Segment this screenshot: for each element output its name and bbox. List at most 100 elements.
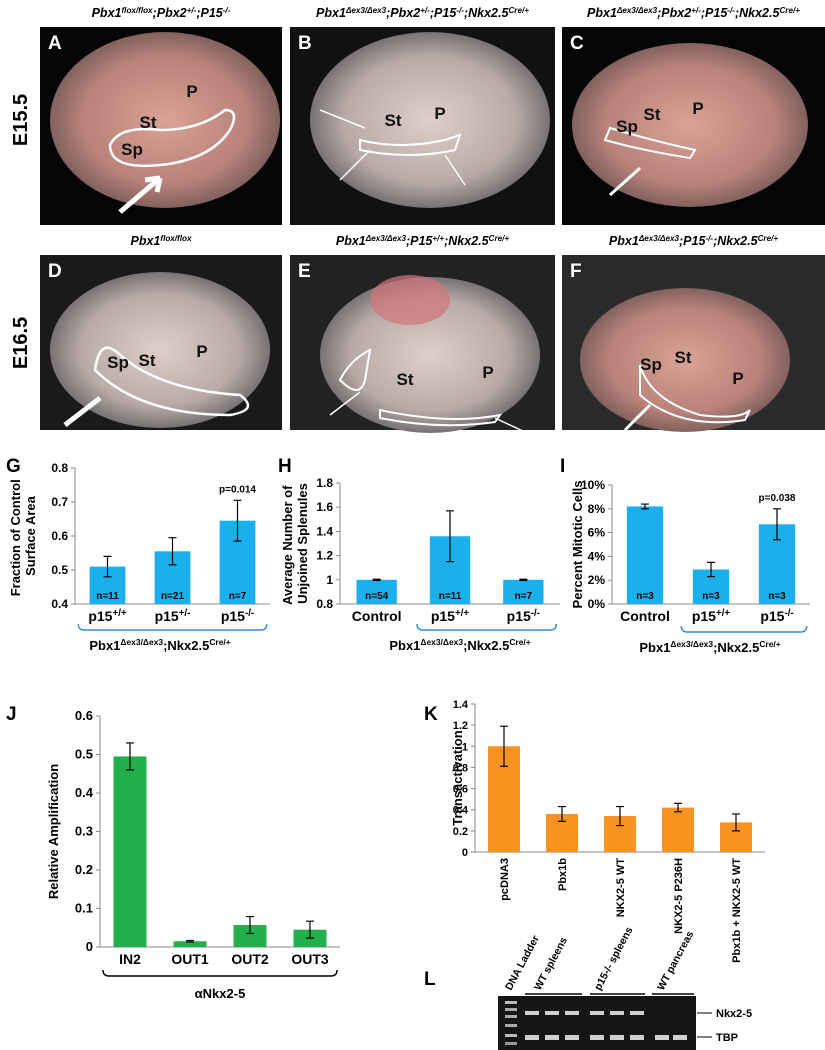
panel-title-part: ;P15 bbox=[430, 6, 457, 20]
y-tick-label: 0.8 bbox=[453, 762, 468, 774]
error-bar bbox=[707, 561, 715, 578]
group-label-part: Δex3/Δex3 bbox=[670, 639, 713, 649]
photo-label: St bbox=[397, 370, 414, 389]
bar bbox=[626, 506, 664, 604]
panel-title-part: Δex3/Δex3 bbox=[345, 6, 387, 15]
bar-label: n=54 bbox=[365, 591, 389, 602]
error-bar bbox=[616, 805, 624, 827]
bar bbox=[356, 579, 397, 604]
panel-title-part: flox/flox bbox=[160, 234, 192, 243]
y-tick-label: 1 bbox=[462, 741, 468, 753]
panel-title-part: ;Pbx2 bbox=[657, 6, 691, 20]
y-tick-label: 0.7 bbox=[51, 495, 68, 509]
error-bar bbox=[773, 508, 781, 541]
y-tick-label: 0.1 bbox=[75, 901, 93, 916]
row-label: E16.5 bbox=[10, 317, 32, 369]
panel-letter: L bbox=[424, 969, 436, 990]
panel-title: Pbx1Δex3/Δex3;Pbx2+/-;P15-/-;Nkx2.5Cre/+ bbox=[587, 6, 800, 21]
y-tick-label: 10% bbox=[581, 478, 605, 492]
x-tick-label: p15-/- bbox=[507, 608, 540, 625]
bar bbox=[233, 925, 267, 947]
panel-title-part: ;Pbx2 bbox=[153, 6, 187, 20]
panel-title-part: ;Nkx2.5 bbox=[444, 234, 490, 248]
y-tick-label: 0 bbox=[86, 939, 93, 954]
embryo bbox=[580, 288, 790, 432]
embryo bbox=[50, 272, 270, 428]
arrow bbox=[608, 166, 642, 197]
bar-label: n=3 bbox=[702, 591, 720, 602]
panel-letter: H bbox=[278, 456, 292, 477]
annotation: p=0.038 bbox=[759, 493, 796, 504]
panel-title-part: +/- bbox=[187, 6, 197, 15]
panel-letter: K bbox=[424, 704, 438, 725]
x-tick-label: OUT1 bbox=[171, 951, 209, 967]
x-tick-label: p15-/- bbox=[221, 608, 254, 625]
group-label-part: Pbx1 bbox=[639, 640, 670, 655]
embryo bbox=[572, 43, 808, 207]
panel-title-part: ;Nkx2.5 bbox=[735, 6, 781, 20]
y-axis-label: Average Number of Unjoined Splenules bbox=[280, 482, 310, 605]
panel-title-part: Cre/+ bbox=[758, 234, 779, 243]
panel-title-part: +/- bbox=[420, 6, 430, 15]
arrow bbox=[623, 403, 652, 432]
x-tick-label: NKX2-5 P236H bbox=[673, 858, 685, 934]
panel-title-part: ;P15 bbox=[701, 6, 728, 20]
photo-label: Sp bbox=[107, 353, 129, 372]
panel-title-part: Pbx1 bbox=[316, 6, 346, 20]
panel-letter: C bbox=[570, 33, 584, 54]
bar bbox=[662, 807, 694, 852]
bar bbox=[173, 941, 207, 947]
panel-title-part: Pbx1 bbox=[92, 6, 122, 20]
panel-title: Pbx1flox/flox bbox=[131, 234, 192, 249]
y-tick-label: 0.2 bbox=[453, 826, 468, 838]
error-bar bbox=[641, 503, 649, 510]
x-tick-label: pcDNA3 bbox=[499, 858, 511, 901]
y-tick-label: 6% bbox=[588, 526, 606, 540]
panel-title-part: +/+ bbox=[432, 234, 444, 243]
y-tick-label: 1.2 bbox=[316, 549, 333, 563]
y-tick-label: 0.8 bbox=[316, 597, 333, 611]
y-axis-label: Percent Mitotic Cells bbox=[570, 481, 585, 609]
photo-label: Sp bbox=[121, 140, 143, 159]
y-tick-label: 4% bbox=[588, 549, 606, 563]
y-tick-label: 0.2 bbox=[75, 862, 93, 877]
band-label: TBP bbox=[716, 1032, 738, 1044]
panel-letter: F bbox=[570, 261, 582, 282]
panel-title-part: Pbx1 bbox=[336, 234, 366, 248]
error-bar bbox=[186, 939, 194, 943]
group-label: αNkx2-5 bbox=[195, 986, 246, 1001]
panel-title-part: Cre/+ bbox=[779, 6, 800, 15]
panel-letter: G bbox=[6, 456, 21, 477]
error-bar bbox=[674, 802, 682, 813]
group-label-part: Cre/+ bbox=[759, 639, 780, 649]
embryo bbox=[50, 32, 280, 208]
photo-label: Sp bbox=[616, 117, 638, 136]
group-label: Pbx1Δex3/Δex3;Nkx2.5Cre/+ bbox=[389, 637, 530, 653]
outline bbox=[639, 364, 751, 424]
y-tick-label: 8% bbox=[588, 502, 606, 516]
panel-title-part: Cre/+ bbox=[508, 6, 529, 15]
y-tick-label: 0.4 bbox=[453, 805, 469, 817]
panel-title: Pbx1Δex3/Δex3;Pbx2+/-;P15-/-;Nkx2.5Cre/+ bbox=[316, 6, 529, 21]
y-axis-label: Relative Amplification bbox=[46, 764, 61, 899]
x-tick-label: OUT3 bbox=[291, 951, 329, 967]
bar-label: n=7 bbox=[229, 591, 247, 602]
error-bar bbox=[233, 499, 242, 542]
panel-title-part: Pbx1 bbox=[131, 234, 161, 248]
error-bar bbox=[446, 510, 454, 563]
panel-title-part: -/- bbox=[223, 6, 231, 15]
panel-title-part: Δex3/Δex3 bbox=[616, 6, 658, 15]
embryo bbox=[310, 32, 550, 208]
panel-title-part: +/- bbox=[691, 6, 701, 15]
bar-label: n=11 bbox=[96, 591, 119, 602]
x-tick-label: p15+/+ bbox=[88, 608, 127, 625]
y-tick-label: 1.4 bbox=[453, 699, 469, 711]
x-tick-label: p15+/+ bbox=[692, 608, 731, 625]
panel-letter: D bbox=[48, 261, 62, 282]
x-tick-label: Control bbox=[620, 608, 670, 624]
y-tick-label: 0.4 bbox=[75, 785, 94, 800]
outline bbox=[603, 126, 697, 160]
outline bbox=[359, 133, 462, 156]
photo-label: P bbox=[692, 99, 703, 118]
panel-letter: B bbox=[298, 33, 312, 54]
